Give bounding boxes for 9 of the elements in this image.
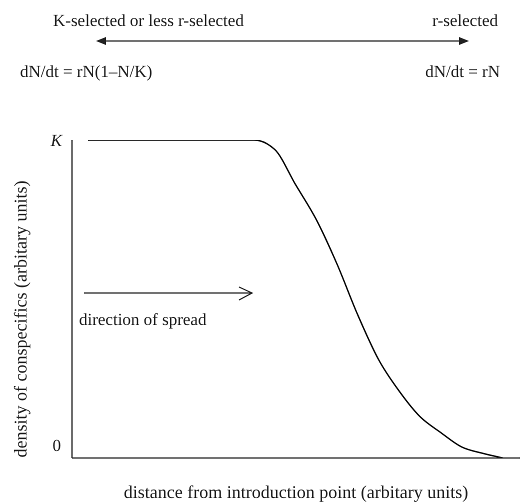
x-axis-title: distance from introduction point (arbitary units) bbox=[124, 482, 468, 502]
annotation: direction of spread bbox=[79, 310, 207, 329]
text: dN/dt = rN(1–N/K) bbox=[20, 62, 152, 81]
text: K-selected or less r-selected bbox=[53, 11, 244, 30]
text: dN/dt = rN bbox=[425, 62, 500, 81]
y-axis-title: density of conspecifics (arbitary units) bbox=[10, 180, 30, 458]
text: r-selected bbox=[432, 11, 498, 30]
text: K bbox=[50, 131, 64, 150]
text: 0 bbox=[52, 436, 61, 455]
